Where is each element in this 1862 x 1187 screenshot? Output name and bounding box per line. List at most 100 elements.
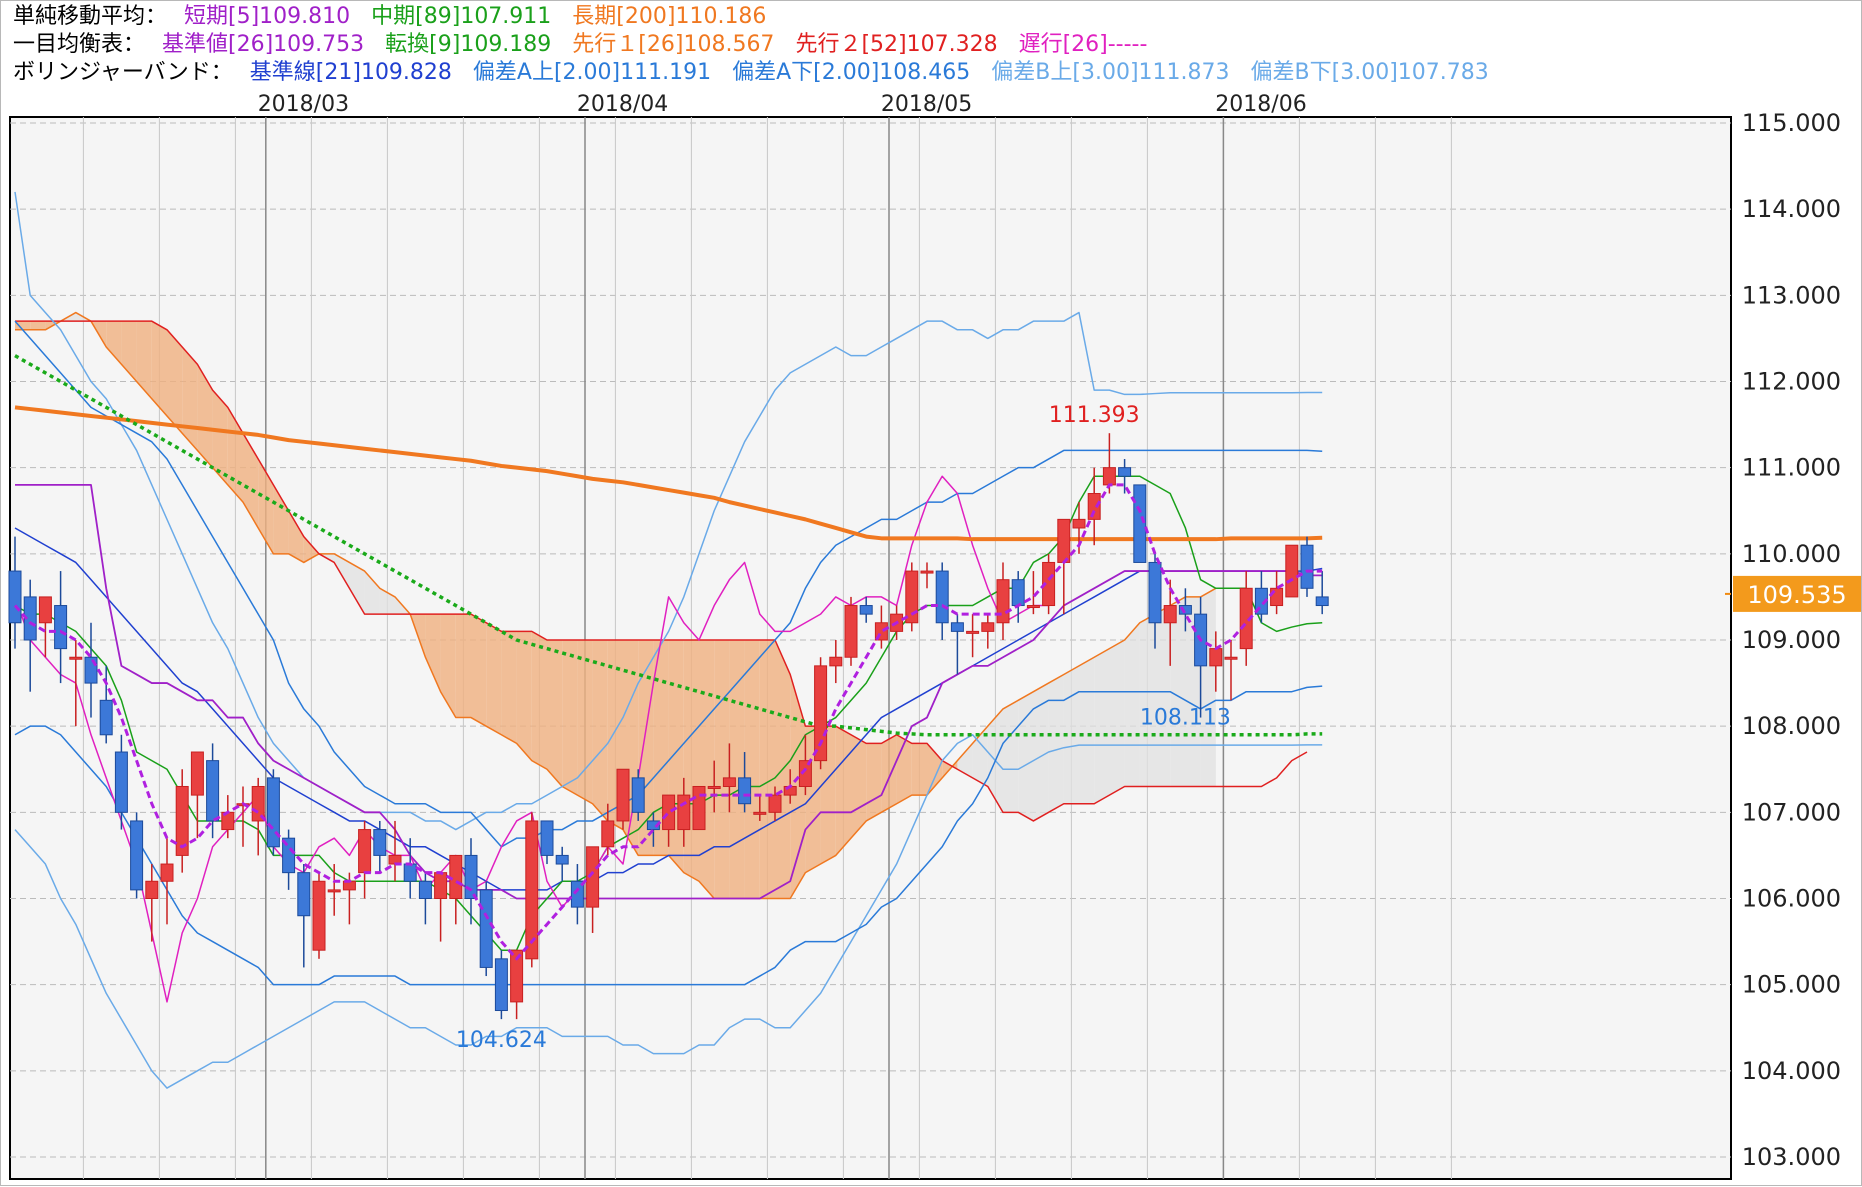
candle	[1057, 518, 1071, 615]
kumo-segment	[577, 640, 593, 804]
candle	[798, 734, 812, 796]
kumo-segment	[1170, 596, 1186, 787]
candle-body	[8, 570, 22, 624]
x-tick-label: 2018/05	[881, 92, 972, 117]
candle	[950, 614, 964, 675]
legend-bb-b-up: 偏差B上[3.00]111.873	[991, 60, 1230, 85]
candle-body	[935, 570, 949, 624]
kumo-segment	[866, 743, 882, 821]
candle-body	[570, 880, 584, 908]
y-tick-label: 110.000	[1742, 540, 1841, 568]
kumo-segment	[15, 321, 31, 330]
candle	[266, 769, 280, 856]
candle-body	[130, 820, 144, 891]
kumo-segment	[1003, 700, 1019, 813]
kumo-segment	[531, 631, 547, 770]
y-tick-label: 105.000	[1742, 971, 1841, 999]
legend-label-ichimoku: 一目均衡表：	[13, 32, 146, 57]
candle	[616, 768, 630, 830]
y-tick-label: 103.000	[1742, 1143, 1841, 1171]
candle-body	[114, 751, 128, 813]
candle	[1026, 571, 1040, 615]
y-tick-label: 113.000	[1742, 281, 1841, 309]
legend-label-sma: 単純移動平均：	[13, 4, 168, 29]
candle-body	[1315, 596, 1329, 607]
candle	[692, 785, 706, 831]
candle	[160, 838, 174, 925]
candle	[190, 751, 204, 839]
candle	[312, 872, 326, 959]
candle-body	[282, 837, 296, 874]
candle	[722, 743, 736, 813]
legend-row-sma: 単純移動平均： 短期[5]109.810 中期[89]107.911 長期[20…	[13, 3, 1503, 31]
candle	[966, 614, 980, 658]
price-annotation: 104.624	[456, 1028, 547, 1053]
candle-body	[738, 777, 752, 805]
y-tick-label: 109.000	[1742, 626, 1841, 654]
candle-body	[722, 777, 736, 787]
x-tick-label: 2018/04	[577, 92, 668, 117]
legend-chikou: 遅行[26]-----	[1018, 32, 1148, 57]
candle-body	[950, 622, 964, 632]
candle	[540, 820, 554, 865]
candle-body	[646, 820, 660, 831]
candle-body	[510, 949, 524, 1003]
candle-body	[23, 596, 37, 641]
candle	[662, 794, 676, 847]
candle	[114, 734, 128, 830]
candle-body	[1209, 648, 1223, 667]
legend-senkou-b: 先行２[52]107.328	[795, 32, 998, 57]
candle-body	[175, 785, 189, 856]
kumo-segment	[1018, 691, 1034, 821]
candle	[601, 803, 615, 856]
kumo-segment	[349, 562, 365, 615]
kumo-segment	[1094, 648, 1110, 804]
kumo-segment	[714, 640, 730, 899]
candle-body	[479, 889, 493, 968]
candle-body	[99, 699, 113, 736]
candle	[175, 769, 189, 873]
candle	[1239, 571, 1253, 666]
kumo-segment	[851, 734, 867, 839]
candle-body	[1163, 605, 1177, 624]
kumo-segment	[334, 553, 350, 589]
x-tick-label: 2018/03	[258, 92, 349, 117]
candle	[859, 596, 873, 623]
kumo-segment	[243, 433, 259, 528]
candle	[38, 596, 52, 658]
candle-body	[1072, 518, 1086, 529]
kumo-segment	[501, 631, 517, 744]
candle-body	[905, 570, 919, 624]
candle	[251, 777, 265, 856]
kumo-segment	[759, 640, 775, 899]
candle	[707, 760, 721, 813]
kumo-segment	[182, 347, 198, 451]
candle-body	[1133, 484, 1147, 563]
y-tick-label: 107.000	[1742, 798, 1841, 826]
kumo-segment	[547, 640, 563, 787]
legend-bb-a-up: 偏差A上[2.00]111.191	[472, 60, 712, 85]
candle-body	[814, 665, 828, 762]
candle-body	[920, 570, 934, 574]
kumo-segment	[942, 760, 958, 778]
kumo-segment	[1079, 657, 1095, 804]
kumo-segment	[258, 459, 274, 554]
y-tick-label: 112.000	[1742, 368, 1841, 396]
candle	[1087, 467, 1101, 546]
candle-body	[1042, 561, 1056, 607]
candle	[479, 881, 493, 977]
bb-a-upper-line	[14, 320, 1323, 848]
legend-sma-mid: 中期[89]107.911	[371, 4, 552, 29]
candle-body	[981, 622, 995, 632]
kumo-segment	[1109, 640, 1125, 796]
legend-bb-a-dn: 偏差A下[2.00]108.465	[732, 60, 971, 85]
candle	[130, 812, 144, 899]
legend-sma-long: 長期[200]110.186	[572, 4, 767, 29]
kumo-segment	[668, 640, 684, 873]
kumo-segment	[1139, 614, 1155, 787]
candle	[69, 640, 83, 727]
candle	[631, 769, 645, 821]
y-tick-label: 111.000	[1742, 454, 1841, 482]
